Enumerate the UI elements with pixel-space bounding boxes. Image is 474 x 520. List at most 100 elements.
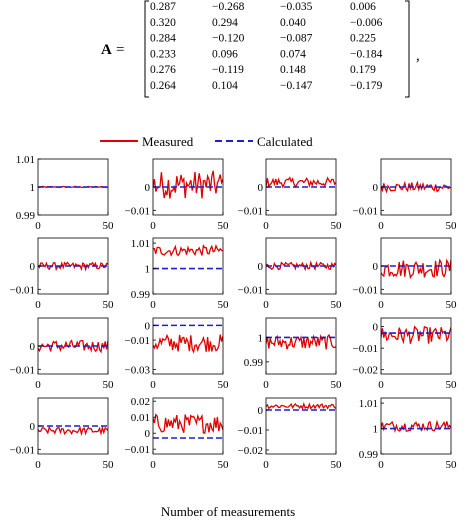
x-tick-label: 0 (263, 459, 269, 471)
x-tick-label: 0 (378, 379, 384, 391)
legend: Measured Calculated (100, 134, 313, 149)
measured-line (266, 176, 336, 189)
matrix-cell: 0.264 (150, 80, 176, 92)
y-tick-label: 0 (373, 322, 379, 334)
panel-r3c2: 0 −0.01 −0.03 0 50 (125, 317, 230, 391)
x-tick-label: 50 (103, 459, 115, 471)
y-tick-label: 0 (373, 182, 379, 194)
measured-line (153, 333, 223, 354)
plot-frame (380, 397, 452, 455)
y-tick-label: −0.01 (353, 343, 378, 355)
panel-r1c2: 0−0.010 50 (125, 158, 229, 232)
panel-r3c4: 0−0.01−0.020 50 (353, 317, 458, 391)
y-tick-label: 0.99 (16, 210, 36, 222)
matrix-cell: 0.074 (280, 48, 306, 60)
y-tick-label: −0.02 (353, 365, 378, 377)
matrix-cell: 0.284 (150, 33, 176, 45)
y-tick-label: 0 (30, 341, 36, 353)
matrix-cell: −0.268 (212, 1, 245, 13)
panel-r1c3: 0−0.010 50 (238, 158, 343, 232)
matrix-left-bracket (144, 0, 149, 98)
matrix-cell: 0.276 (150, 64, 176, 76)
measured-line (266, 401, 336, 410)
y-tick-label: 0.01 (131, 412, 150, 424)
matrix-cell: 0.225 (350, 33, 376, 45)
panel-r4c2: 0.020.010−0.010 50 (125, 396, 229, 471)
x-tick-label: 0 (263, 220, 269, 232)
x-tick-label: 0 (150, 459, 156, 471)
matrix-cell: 0.294 (212, 17, 238, 29)
matrix-cell: −0.035 (280, 1, 313, 13)
x-tick-label: 0 (35, 299, 41, 311)
matrix-cell: −0.184 (350, 48, 383, 60)
x-tick-label: 0 (378, 220, 384, 232)
panel-r4c4: 1.01 1 0.990 50 (359, 397, 457, 471)
y-tick-label: −0.01 (238, 425, 263, 437)
y-tick-label: −0.01 (125, 205, 150, 217)
plot-frame (152, 397, 224, 455)
y-tick-label: 1.01 (359, 398, 378, 410)
measured-line (381, 258, 451, 280)
plot-frame (152, 317, 224, 375)
x-tick-label: 0 (150, 379, 156, 391)
y-tick-label: 0 (258, 405, 264, 417)
y-tick-label: 1.01 (131, 238, 150, 250)
x-tick-label: 0 (378, 459, 384, 471)
x-tick-label: 50 (218, 379, 230, 391)
x-tick-label: 50 (331, 459, 343, 471)
matrix-cell: −0.119 (212, 64, 244, 76)
x-tick-label: 0 (35, 459, 41, 471)
matrix-right-bracket (405, 0, 410, 98)
y-tick-label: −0.01 (353, 284, 378, 296)
matrix-cells: 0.287 −0.268 −0.035 0.006 0.320 0.294 0.040 −0.… (150, 1, 383, 92)
y-tick-label: 1 (30, 182, 36, 194)
measured-line (381, 180, 451, 194)
y-tick-label: 1 (373, 424, 379, 436)
x-tick-label: 50 (331, 220, 343, 232)
matrix-cell: 0.320 (150, 17, 176, 29)
x-tick-label: 50 (446, 299, 458, 311)
y-tick-label: 0 (373, 261, 379, 273)
y-tick-label: 0.99 (131, 289, 151, 301)
matrix-cell: 0.096 (212, 48, 238, 60)
panel-r3c1: 0−0.010 50 (10, 317, 114, 391)
x-tick-label: 50 (446, 379, 458, 391)
y-tick-label: −0.01 (10, 284, 35, 296)
matrix-cell: 0.233 (150, 48, 176, 60)
x-tick-label: 50 (446, 220, 458, 232)
y-tick-label: 0 (145, 428, 151, 440)
x-tick-label: 50 (103, 220, 115, 232)
y-tick-label: 1 (258, 332, 264, 344)
matrix-cell: 0.040 (280, 17, 306, 29)
matrix-cell: −0.120 (212, 33, 245, 45)
x-tick-label: 50 (218, 459, 230, 471)
y-tick-label: 0 (258, 261, 264, 273)
matrix-cell: 0.287 (150, 1, 176, 13)
measured-line (153, 244, 223, 257)
panel-r2c2: 1.01 1 0.990 50 (131, 237, 229, 311)
panel-r3c3: 1 0.99 0 50 (244, 317, 343, 391)
legend-measured-label: Measured (142, 134, 194, 149)
matrix-cell: −0.087 (280, 33, 313, 45)
x-tick-label: 50 (331, 379, 343, 391)
panel-r1c4: 0−0.010 50 (353, 158, 458, 232)
y-tick-label: 0 (145, 182, 151, 194)
panel-r1c1: 1.01 1 0.990 50 (16, 154, 114, 232)
panel-r2c4: 0−0.010 50 (353, 237, 458, 311)
measured-line (153, 413, 223, 434)
matrix-cell: 0.148 (280, 64, 306, 76)
y-tick-label: −0.01 (125, 444, 150, 456)
matrix-label: A (101, 42, 112, 58)
y-tick-label: 1.01 (16, 154, 35, 166)
matrix-cell: −0.147 (280, 80, 313, 92)
measured-line (38, 425, 108, 437)
x-tick-label: 0 (35, 379, 41, 391)
matrix-cell: 0.006 (350, 1, 376, 13)
y-tick-label: −0.01 (10, 444, 35, 456)
x-tick-label: 0 (263, 379, 269, 391)
y-tick-label: 0.99 (359, 449, 379, 461)
measured-line (153, 170, 223, 199)
